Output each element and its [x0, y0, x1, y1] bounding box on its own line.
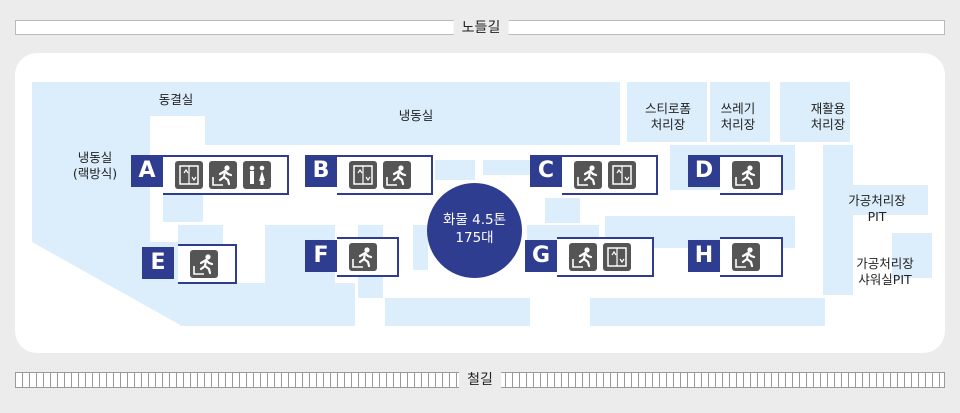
- dock-letter-b: B: [305, 155, 337, 187]
- elevator-icon: [603, 243, 631, 271]
- bottom-road-label: 철길: [459, 370, 501, 390]
- room-block: [627, 82, 707, 142]
- room-block: [590, 298, 825, 326]
- room-block: [435, 160, 475, 180]
- emergency-exit-icon: [732, 243, 760, 271]
- dock-letter-h: H: [688, 240, 720, 272]
- dock-letter-e: E: [142, 247, 174, 279]
- room-block: [780, 82, 850, 142]
- room-block: [823, 145, 853, 295]
- truck-capacity-badge: 화물 4.5톤 175대: [427, 183, 522, 278]
- emergency-exit-icon: [349, 243, 377, 271]
- room-block: [180, 283, 355, 326]
- room-block: [545, 198, 580, 223]
- room-label-shower-pit: 가공처리장 샤워실PIT: [856, 256, 914, 287]
- dock-letter-a: A: [131, 155, 163, 187]
- room-block: [385, 298, 530, 326]
- floor-plan: 냉동실 (랙방식) 동결실 냉동실 스티로폼 처리장 쓰레기 처리장 재활용 처…: [15, 53, 945, 353]
- emergency-exit-icon: [190, 250, 218, 278]
- truck-capacity-line2: 175대: [455, 230, 494, 246]
- room-label-styrofoam: 스티로폼 처리장: [644, 101, 692, 132]
- room-label-quick-freeze: 동결실: [158, 92, 194, 107]
- dock-letter-g: G: [525, 240, 557, 272]
- emergency-exit-icon: [383, 161, 411, 189]
- room-label-waste: 쓰레기 처리장: [720, 101, 756, 132]
- emergency-exit-icon: [574, 161, 602, 189]
- emergency-exit-icon: [732, 161, 760, 189]
- room-label-processing-pit: 가공처리장 PIT: [848, 193, 906, 224]
- room-block: [205, 82, 620, 145]
- room-block: [710, 82, 770, 142]
- room-block: [483, 160, 531, 175]
- emergency-exit-icon: [209, 161, 237, 189]
- room-block: [892, 233, 932, 278]
- top-road-label: 노들길: [453, 19, 509, 37]
- dock-letter-d: D: [688, 155, 720, 187]
- emergency-exit-icon: [569, 243, 597, 271]
- room-label-freezer: 냉동실: [398, 108, 434, 123]
- room-block: [145, 82, 205, 116]
- room-label-recycle: 재활용 처리장: [810, 101, 846, 132]
- room-block: [413, 225, 428, 270]
- elevator-icon: [608, 161, 636, 189]
- room-block: [823, 185, 928, 215]
- room-block: [32, 82, 150, 242]
- elevator-icon: [349, 161, 377, 189]
- truck-capacity-line1: 화물 4.5톤: [442, 212, 507, 228]
- dock-letter-c: C: [530, 155, 562, 187]
- top-road: 노들길: [15, 19, 945, 37]
- elevator-icon: [175, 161, 203, 189]
- dock-letter-f: F: [305, 240, 337, 272]
- restroom-icon: [243, 161, 271, 189]
- room-label-freezer-rack: 냉동실 (랙방식): [72, 150, 118, 181]
